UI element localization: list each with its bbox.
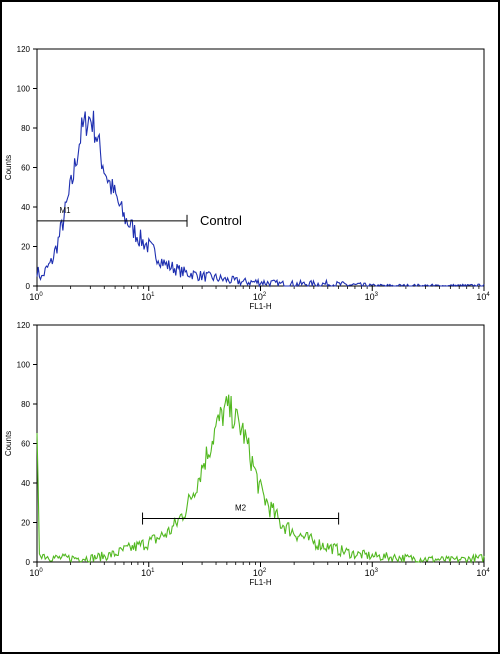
x-tick-label: 103: [365, 568, 379, 578]
y-tick-label: 80: [21, 400, 30, 409]
x-tick-label: 102: [253, 568, 267, 578]
y-tick-label: 80: [21, 124, 30, 133]
y-tick-label: 60: [21, 440, 30, 449]
histogram-series-1: [36, 110, 485, 288]
y-tick-label: 100: [17, 361, 31, 370]
y-tick-label: 120: [17, 321, 31, 330]
x-tick-label: 100: [29, 292, 43, 302]
y-tick-label: 40: [21, 479, 30, 488]
x-tick-exponent: 2: [263, 292, 267, 298]
x-tick-exponent: 3: [375, 292, 379, 298]
x-tick-label: 102: [253, 292, 267, 302]
x-tick-label: 100: [29, 568, 43, 578]
y-tick-label: 20: [21, 243, 30, 252]
x-tick-exponent: 0: [39, 568, 43, 574]
x-axis-label: FL1-H: [249, 302, 271, 311]
y-axis-label: Counts: [4, 155, 13, 180]
x-tick-exponent: 0: [39, 292, 43, 298]
x-tick-label: 101: [141, 292, 155, 302]
x-tick-label: 104: [476, 568, 490, 578]
y-tick-label: 100: [17, 85, 31, 94]
x-tick-label: 103: [365, 292, 379, 302]
x-tick-exponent: 3: [375, 568, 379, 574]
x-tick-exponent: 2: [263, 568, 267, 574]
y-tick-label: 40: [21, 203, 30, 212]
y-tick-label: 20: [21, 519, 30, 528]
x-tick-exponent: 4: [486, 568, 490, 574]
x-tick-exponent: 1: [151, 292, 155, 298]
y-tick-label: 60: [21, 164, 30, 173]
x-tick-label: 101: [141, 568, 155, 578]
y-axis-label: Counts: [4, 431, 13, 456]
y-tick-label: 120: [17, 45, 31, 54]
x-tick-exponent: 4: [486, 292, 490, 298]
x-tick-exponent: 1: [151, 568, 155, 574]
y-tick-label: 0: [26, 558, 31, 567]
gate-marker-label: M1: [59, 206, 71, 215]
plot-area-frame: [36, 324, 485, 563]
histogram-series-1: [36, 394, 485, 564]
gate-marker-label: M2: [235, 504, 247, 513]
control-annotation: Control: [200, 213, 242, 228]
y-tick-label: 0: [26, 282, 31, 291]
plot-area-frame: [36, 48, 485, 287]
x-tick-label: 104: [476, 292, 490, 302]
x-axis-label: FL1-H: [249, 578, 271, 587]
